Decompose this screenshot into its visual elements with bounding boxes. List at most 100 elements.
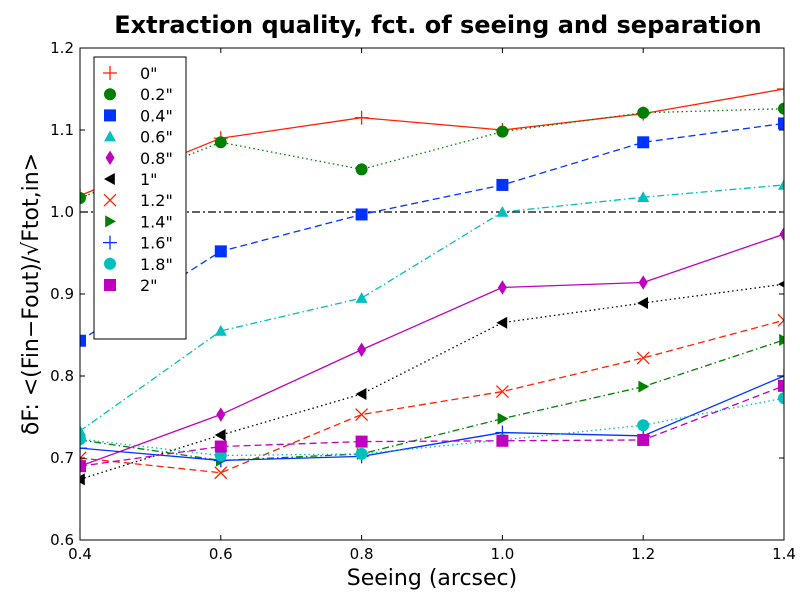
- legend-label: 0": [140, 64, 158, 83]
- data-point: [355, 388, 367, 401]
- series-line: [80, 385, 784, 467]
- series-line: [80, 397, 784, 457]
- data-point: [778, 379, 784, 392]
- data-point: [357, 342, 367, 357]
- legend-marker: [103, 66, 117, 80]
- data-point: [496, 434, 509, 447]
- data-point: [354, 110, 369, 125]
- axis-ticks: 0.4 0.6 0.8 1.0 1.2 1.40.60.70.80.91.01.11.2: [50, 39, 796, 563]
- legend-item: 1.6": [103, 234, 173, 253]
- data-point: [214, 136, 227, 149]
- legend-label: 1.2": [140, 191, 173, 210]
- series-10: [80, 379, 784, 473]
- x-axis-label: Seeing (arcsec): [347, 566, 517, 591]
- data-point: [214, 466, 228, 480]
- data-point: [637, 433, 650, 446]
- data-point: [777, 82, 784, 96]
- data-point: [778, 392, 784, 405]
- data-point: [214, 429, 226, 442]
- data-point: [80, 192, 86, 205]
- data-point: [216, 407, 226, 422]
- data-point: [638, 275, 648, 290]
- data-point: [355, 208, 368, 221]
- legend-marker: [104, 109, 116, 122]
- data-point: [637, 106, 650, 119]
- y-tick-label: 0.7: [50, 449, 74, 467]
- series-3: [80, 178, 784, 436]
- data-point: [355, 447, 368, 460]
- series-line: [80, 88, 784, 197]
- data-point: [637, 419, 650, 432]
- series-line: [80, 339, 784, 462]
- legend-label: 1.4": [140, 212, 173, 231]
- legend-label: 1.8": [140, 255, 173, 274]
- data-point: [637, 191, 650, 203]
- legend-label: 1.6": [140, 234, 173, 253]
- legend-marker: [104, 257, 116, 270]
- series-4: [80, 226, 784, 474]
- legend-marker: [105, 215, 116, 228]
- series-7: [80, 333, 784, 467]
- series-line: [80, 283, 784, 480]
- legend-item: 0.4": [104, 106, 173, 125]
- y-axis-label: δF: <(Fin−Fout)/√Ftot,in>: [19, 153, 44, 435]
- legend-marker: [104, 130, 116, 142]
- data-point: [636, 351, 650, 365]
- legend-item: 0.2": [104, 85, 173, 104]
- legend-item: 1.2": [103, 191, 173, 210]
- legend-marker: [104, 279, 116, 291]
- series-5: [80, 280, 784, 486]
- legend-box: [93, 56, 187, 340]
- data-point: [778, 280, 784, 288]
- data-point: [778, 117, 784, 130]
- legend-label: 2": [140, 276, 158, 295]
- data-point: [496, 125, 509, 138]
- legend-item: 2": [104, 276, 158, 295]
- series-line: [80, 233, 784, 467]
- data-point: [778, 102, 784, 115]
- legend-marker: [104, 88, 116, 101]
- data-point: [214, 440, 227, 453]
- data-point: [778, 178, 784, 190]
- data-point: [496, 206, 509, 217]
- legend-item: 0": [103, 64, 158, 83]
- x-tick-label: 1.2: [631, 545, 655, 563]
- x-tick-label: 0.6: [209, 545, 233, 563]
- x-tick-label: 0.8: [350, 545, 374, 563]
- data-point: [779, 333, 784, 346]
- data-point: [214, 245, 227, 258]
- data-point: [497, 412, 509, 425]
- legend-label: 1": [140, 170, 158, 189]
- data-point: [777, 313, 784, 327]
- data-point: [80, 460, 86, 473]
- x-tick-label: 1.0: [490, 545, 514, 563]
- series-line: [80, 108, 784, 199]
- y-tick-label: 0.9: [50, 285, 74, 303]
- legend-label: 0.2": [140, 85, 173, 104]
- y-tick-label: 0.8: [50, 367, 74, 385]
- legend-label: 0.6": [140, 128, 173, 147]
- data-point: [496, 316, 508, 329]
- plot-area: [80, 82, 784, 486]
- legend-item: 0.8": [105, 149, 173, 168]
- series-line: [80, 319, 784, 474]
- y-tick-label: 1.2: [50, 39, 74, 57]
- data-point: [80, 424, 86, 436]
- legend-marker: [105, 150, 115, 165]
- data-point: [496, 178, 509, 191]
- legend-marker: [103, 235, 117, 250]
- data-point: [80, 441, 87, 456]
- data-point: [637, 136, 650, 149]
- y-tick-label: 1.1: [50, 121, 74, 139]
- data-point: [637, 297, 648, 310]
- series-line: [80, 122, 784, 342]
- legend-marker: [104, 173, 115, 185]
- data-point: [355, 435, 368, 448]
- data-point: [214, 449, 227, 462]
- legend-item: 1.8": [104, 255, 173, 274]
- x-tick-label: 0.4: [68, 545, 92, 563]
- data-point: [779, 226, 784, 242]
- chart-title: Extraction quality, fct. of seeing and s…: [114, 11, 762, 39]
- legend-marker: [103, 193, 117, 207]
